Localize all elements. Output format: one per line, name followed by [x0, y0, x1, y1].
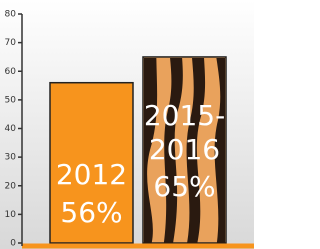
y-tick-label: 30	[5, 153, 17, 163]
y-tick-label: 60	[5, 67, 17, 77]
y-tick-label: 80	[5, 10, 17, 20]
bar-category-label: 2015-2016	[143, 99, 226, 167]
y-tick-label: 50	[5, 95, 17, 105]
y-tick-label: 20	[5, 181, 17, 191]
bar-category-label: 2012	[50, 158, 133, 192]
y-tick-label: 70	[5, 38, 17, 48]
y-tick-label: 40	[5, 124, 17, 134]
y-tick-label: 0	[10, 239, 16, 249]
bar-value-label: 56%	[50, 196, 133, 230]
y-tick-label: 10	[5, 210, 17, 220]
bar-value-label: 65%	[143, 170, 226, 204]
